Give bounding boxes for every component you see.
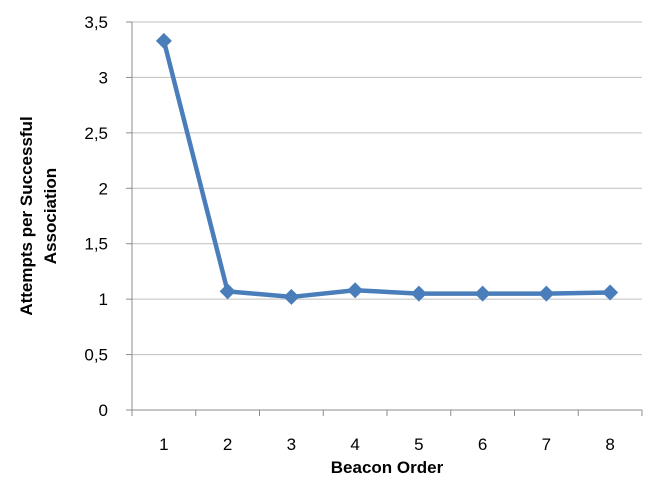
y-axis-title-line-2: Association	[41, 168, 60, 264]
x-tick-labels: 1 2 3 4 5 6 7 8	[159, 435, 615, 454]
x-tick-label: 5	[414, 435, 423, 454]
data-point-marker	[347, 282, 364, 299]
series-layer	[155, 32, 619, 305]
series-line	[161, 40, 611, 300]
x-tick-label: 7	[542, 435, 551, 454]
y-tick-label: 1	[99, 290, 108, 309]
data-point-marker	[219, 283, 236, 300]
y-tick-label: 0,5	[84, 346, 108, 365]
data-point-marker	[538, 285, 555, 302]
x-tick-label: 1	[159, 435, 168, 454]
data-point-marker	[155, 32, 172, 49]
x-tick-label: 6	[478, 435, 487, 454]
y-tick-label: 3	[99, 68, 108, 87]
data-point-marker	[283, 288, 300, 305]
x-tick-label: 4	[350, 435, 359, 454]
x-tick-label: 2	[223, 435, 232, 454]
y-tick-labels: 0 0,5 1 1,5 2 2,5 3 3,5	[84, 13, 108, 420]
data-point-marker	[602, 284, 619, 301]
y-tick-label: 2,5	[84, 124, 108, 143]
y-axis-title-line-1: Attempts per Successful	[17, 116, 36, 315]
data-point-marker	[474, 285, 491, 302]
x-tick-label: 3	[287, 435, 296, 454]
y-tick-label: 1,5	[84, 235, 108, 254]
gridlines	[132, 21, 642, 356]
axes	[126, 21, 643, 416]
y-tick-label: 0	[99, 401, 108, 420]
y-axis-title: Attempts per Successful Association	[17, 116, 60, 315]
y-tick-label: 2	[99, 179, 108, 198]
x-tick-label: 8	[605, 435, 614, 454]
y-tick-label: 3,5	[84, 13, 108, 32]
data-point-marker	[410, 285, 427, 302]
x-axis-title: Beacon Order	[331, 458, 444, 477]
